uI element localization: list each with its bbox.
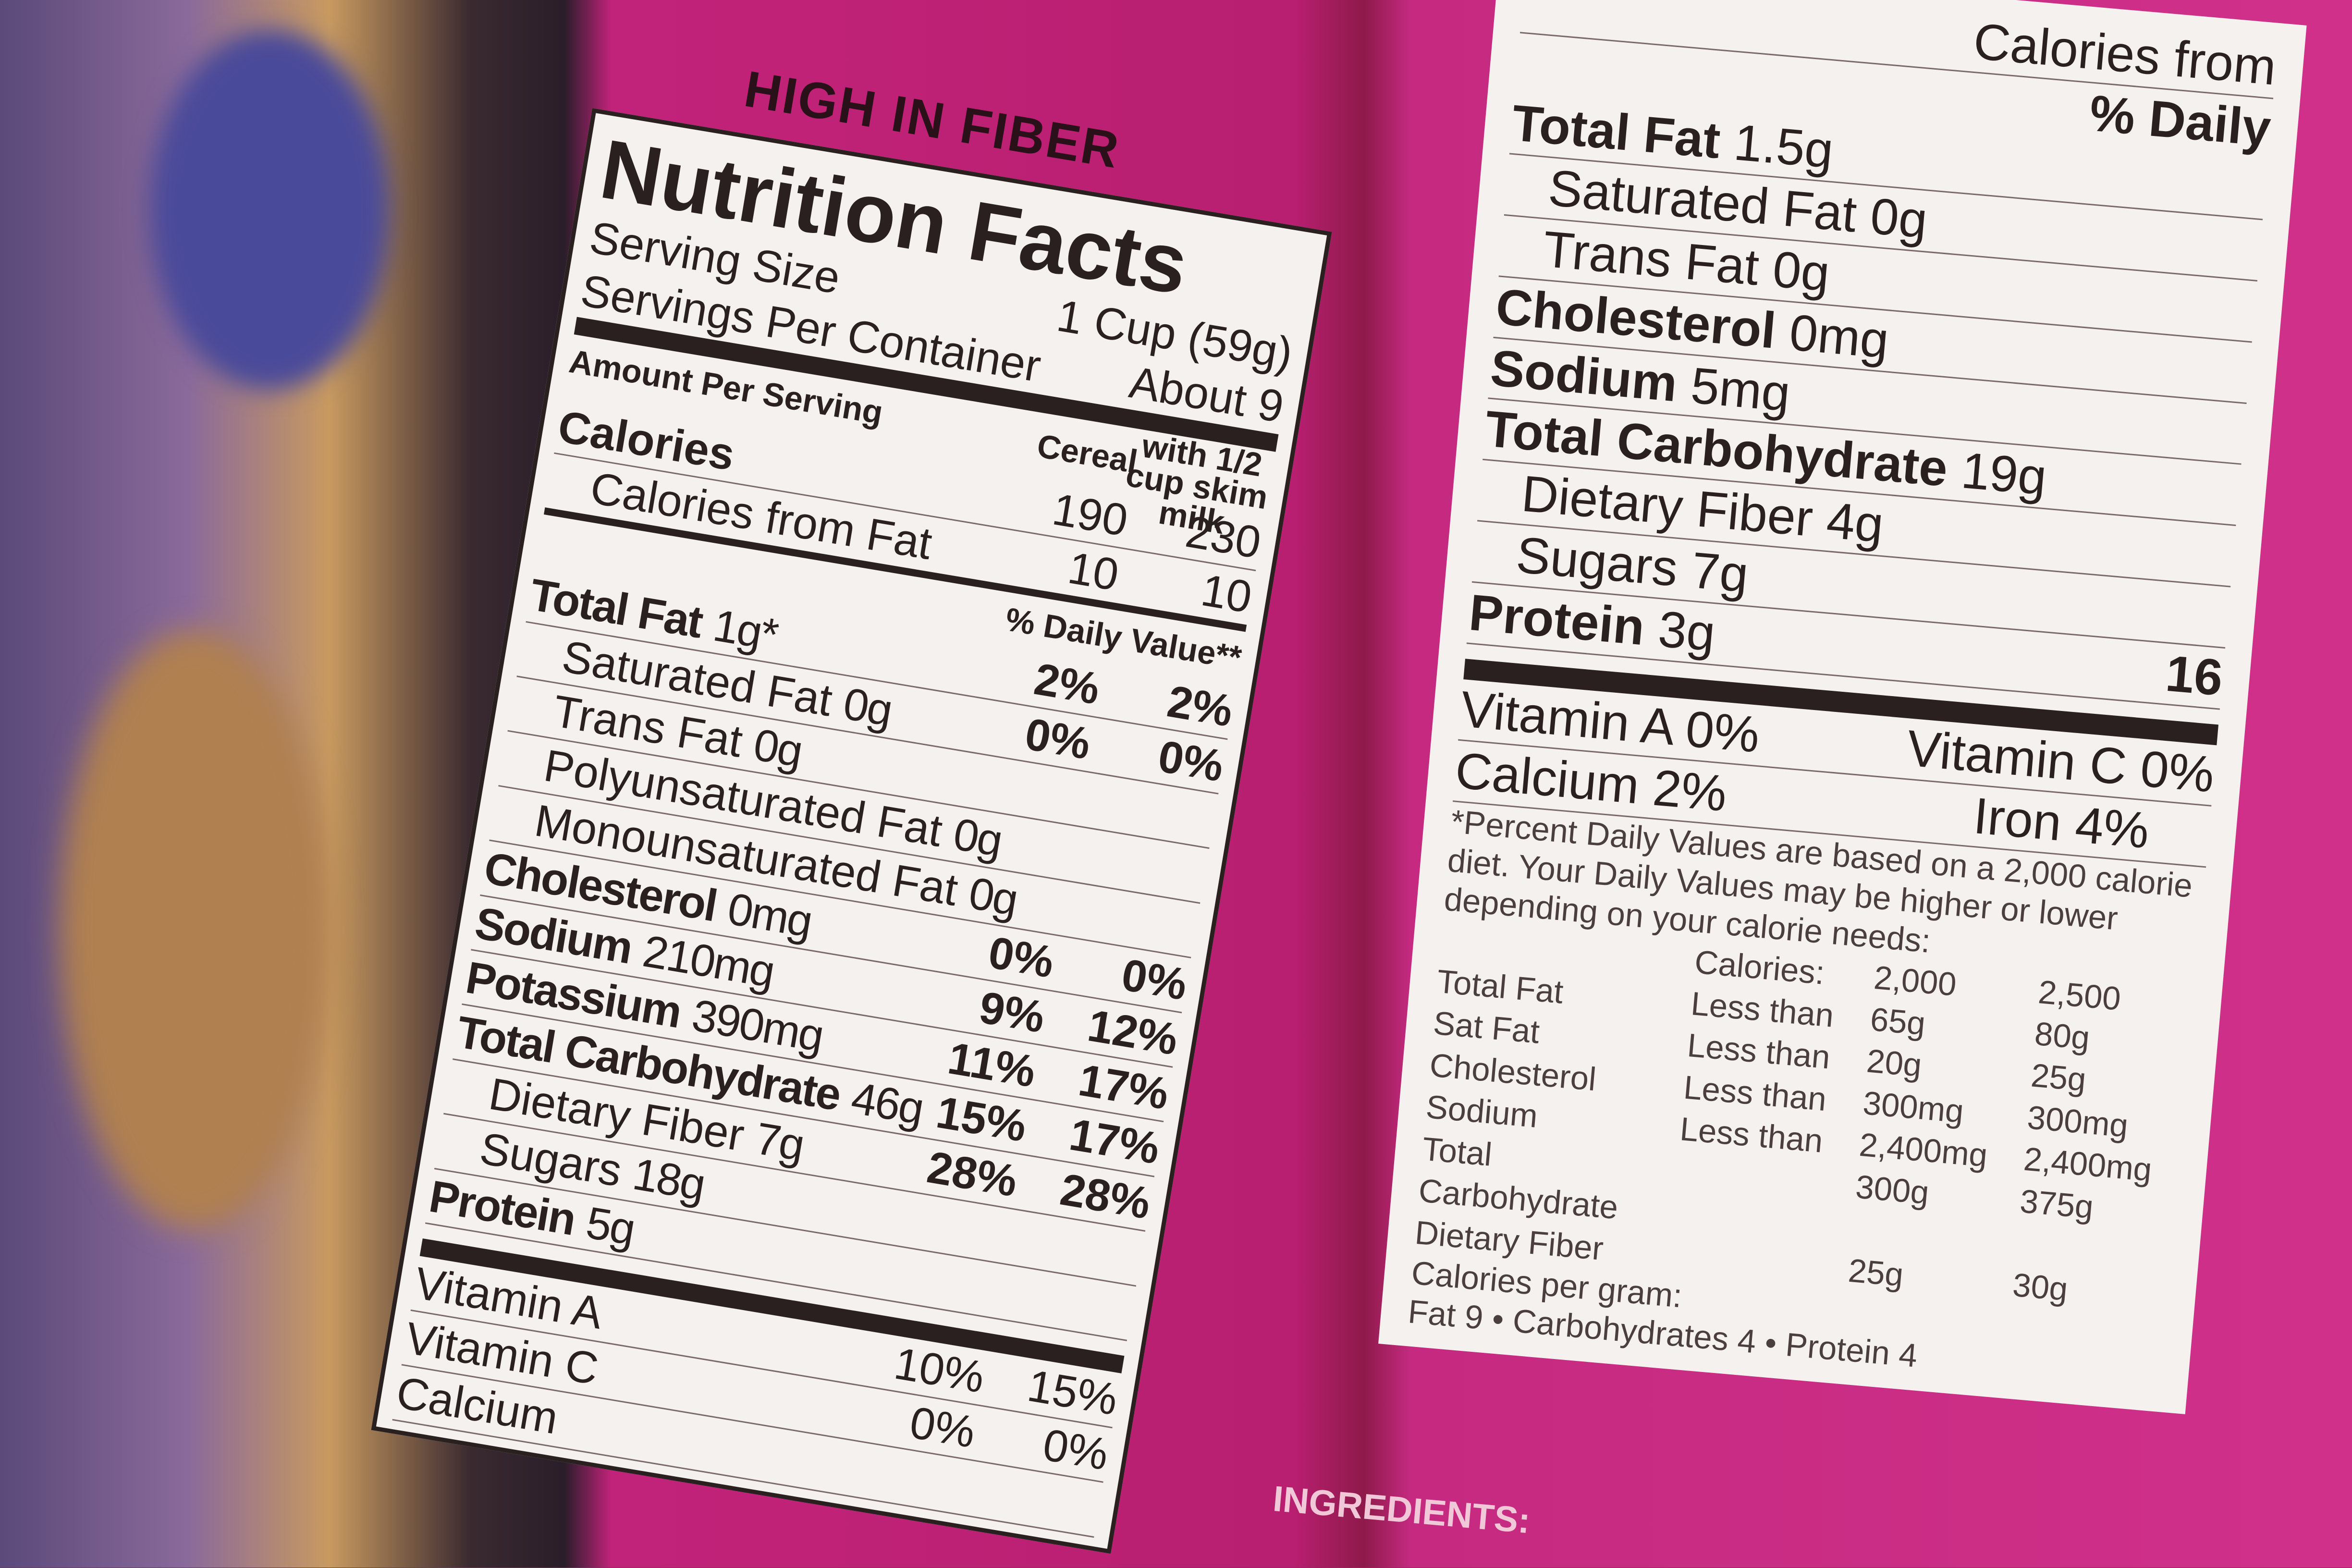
table-cell: 375g: [2019, 1182, 2095, 1226]
nutrient-amount: 5g: [583, 1197, 638, 1255]
cereal-dv: 0%: [1021, 708, 1094, 769]
nutrient-amount: 18g: [629, 1148, 709, 1210]
nutrient-amount: 1g*: [710, 600, 782, 660]
nutrient-amount: 7g: [752, 1113, 808, 1170]
table-cell: 300g: [1854, 1168, 1931, 1212]
nutrient-amount: 0g: [950, 808, 1005, 866]
nutrient-amount: 5mg: [1689, 357, 1793, 422]
nutrient-amount: 4g: [1824, 492, 1886, 554]
nutrient-amount: 0g: [1770, 241, 1832, 303]
nutrient-dv: 16: [2163, 645, 2225, 707]
left-nutrition-label: Nutrition Facts Serving Size 1 Cup (59g) …: [371, 108, 1333, 1554]
right-nutrition-label: Calories from % Daily Total Fat 1.5g Satu…: [1378, 0, 2307, 1414]
blueberry: [150, 30, 390, 390]
cereal-dv: 2%: [1030, 653, 1103, 714]
cereal-dv: 0%: [906, 1396, 979, 1457]
nutrient-amount: 46g: [848, 1072, 927, 1134]
nutrient-amount: 0g: [1868, 187, 1930, 249]
cereal-dv: 9%: [976, 981, 1049, 1042]
nutrient-amount: 3g: [1656, 600, 1718, 662]
cereal-piece: [60, 630, 330, 1230]
cereal-dv: 0%: [985, 927, 1058, 988]
table-cell: [1671, 1150, 1858, 1250]
nutrient-amount: 0g: [966, 867, 1021, 925]
nutrient-amount: 19g: [1959, 442, 2049, 506]
ingredients-heading: INGREDIENTS:: [1271, 1478, 1532, 1541]
milk-dv: 0%: [1118, 949, 1191, 1010]
nutrient-amount: 1.5g: [1732, 114, 1836, 180]
nutrient-amount: 0mg: [1787, 304, 1891, 369]
nutrient-amount: 7g: [1689, 542, 1751, 604]
daily-values-table: Calories: 2,000 2,500 Total Fat Less than 65g…: [1413, 919, 2196, 1319]
nutrient-label: Sugars: [1514, 527, 1680, 598]
milk-dv: 0%: [1040, 1419, 1113, 1480]
nutrient-amount: 0g: [840, 677, 895, 735]
milk-dv: 0%: [1155, 730, 1227, 791]
milk-dv: 2%: [1164, 675, 1237, 736]
nutrient-amount: 0g: [750, 719, 806, 777]
